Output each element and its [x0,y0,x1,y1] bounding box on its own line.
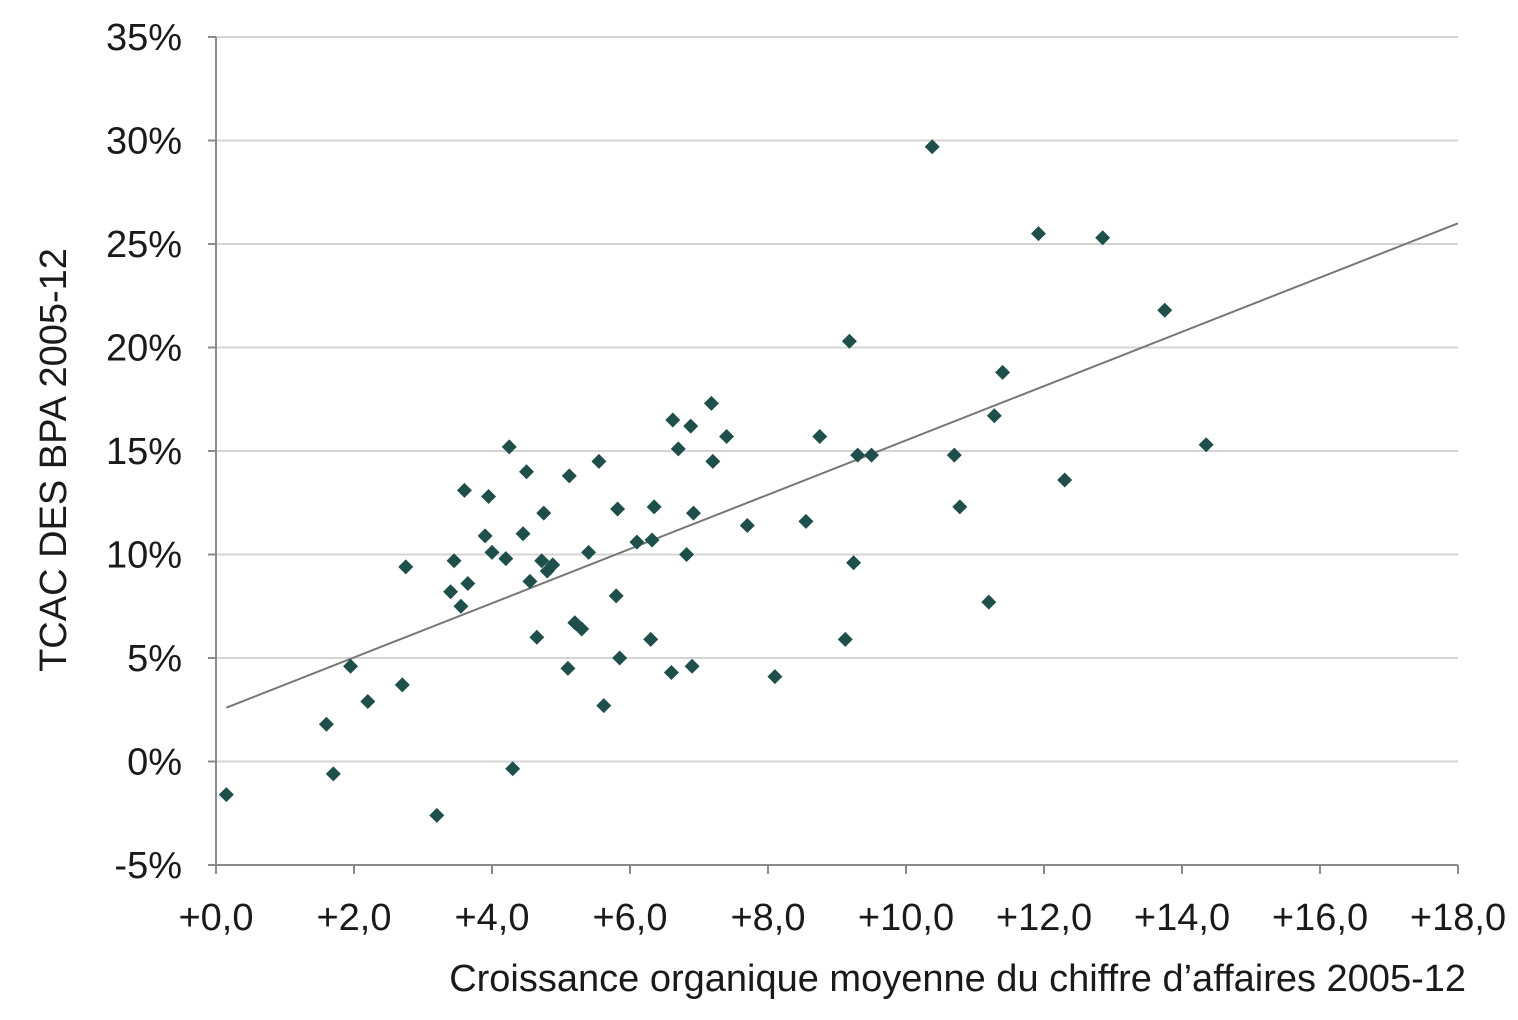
data-point [501,439,517,455]
data-point [767,669,783,685]
data-point [812,429,828,445]
data-point [679,547,695,562]
y-tick-label: 30% [106,121,182,163]
data-point [1198,437,1214,453]
data-point [456,482,472,498]
data-point [534,553,550,569]
data-point [995,364,1011,380]
data-point [663,664,679,680]
y-tick-label: 0% [127,742,182,784]
data-point [574,621,590,637]
y-tick-label: 15% [106,431,182,473]
data-point [360,693,376,709]
data-point [545,557,561,573]
axes [208,36,1459,874]
data-point [646,499,662,515]
x-tick-label: +0,0 [178,897,253,939]
data-point [596,698,612,714]
data-point [515,526,531,542]
x-axis-title: Croissance organique moyenne du chiffre … [449,958,1466,1000]
data-point [591,453,607,469]
x-tick-label: +12,0 [996,897,1092,939]
data-point [1095,230,1111,246]
y-tick-label: 5% [127,638,182,680]
y-tick-label: 35% [106,17,182,59]
data-points [218,139,1214,823]
data-point [1030,226,1046,242]
trendline-group [225,222,1459,709]
data-point [522,573,538,589]
data-point [610,501,626,517]
data-point [608,588,624,604]
data-point [481,489,497,505]
data-point [218,787,234,803]
y-tick-label: -5% [114,845,182,887]
data-point [561,468,577,484]
x-tick-label: +8,0 [730,897,805,939]
data-point [536,505,552,521]
x-tick-label: +16,0 [1272,897,1368,939]
data-point [443,584,459,600]
data-point [460,575,476,591]
data-point [446,553,462,569]
data-point [612,650,628,666]
x-tick-label: +18,0 [1410,897,1506,939]
data-point [665,412,681,428]
data-point [981,594,997,610]
data-point [683,418,699,434]
data-point [484,544,500,560]
y-tick-labels: -5% 0% 5% 10% 15% 20% 25% 30% 35% [106,17,182,887]
data-point [560,660,576,676]
data-point [924,139,940,155]
data-point [739,518,755,534]
x-tick-label: +10,0 [858,897,954,939]
data-point [643,631,659,647]
data-point [705,453,721,469]
grid-lines [216,36,1458,763]
data-point [453,598,469,614]
data-point [477,528,493,544]
y-tick-label: 10% [106,535,182,577]
data-point [519,464,534,480]
data-point [398,559,414,575]
y-tick-label: 20% [106,328,182,370]
data-point [684,658,700,674]
data-point [846,555,862,571]
data-point [837,631,853,647]
x-tick-label: +2,0 [316,897,391,939]
data-point [986,408,1002,424]
data-point [703,395,719,411]
data-point [670,441,686,457]
data-point [581,544,597,560]
data-point [529,629,545,645]
data-point [1057,472,1073,488]
data-point [952,499,968,515]
data-point [644,532,660,548]
data-point [1157,302,1173,318]
data-point [325,766,341,782]
trendline [225,222,1459,709]
data-point [719,429,735,445]
x-tick-label: +14,0 [1134,897,1230,939]
data-point [429,807,445,823]
data-point [685,505,701,521]
x-tick-label: +4,0 [454,897,529,939]
x-tick-label: +6,0 [592,897,667,939]
y-tick-label: 25% [106,224,182,266]
data-point [394,677,410,693]
data-point [343,658,359,674]
data-point [841,333,857,349]
data-point [318,716,334,732]
data-point [798,513,814,529]
data-point [629,534,645,550]
data-point [505,761,521,777]
data-point [946,447,962,463]
y-axis-title: TCAC DES BPA 2005-12 [33,248,75,672]
x-tick-labels: +0,0 +2,0 +4,0 +6,0 +8,0 +10,0 +12,0 +14,0 +16,0… [178,897,1506,939]
data-point [850,447,866,463]
data-point [864,447,879,463]
data-point [498,551,514,567]
